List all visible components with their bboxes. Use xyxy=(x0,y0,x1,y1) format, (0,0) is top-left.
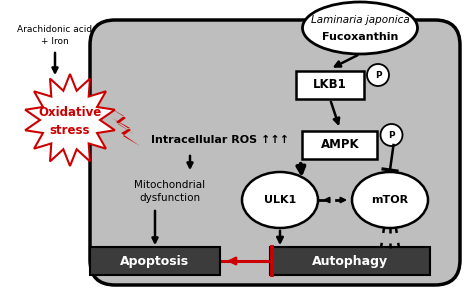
Polygon shape xyxy=(112,118,140,146)
Text: mTOR: mTOR xyxy=(372,195,409,205)
Text: dysfunction: dysfunction xyxy=(139,193,201,203)
Ellipse shape xyxy=(242,172,318,228)
Text: P: P xyxy=(388,130,395,140)
Polygon shape xyxy=(107,106,135,135)
Text: Arachidonic acid: Arachidonic acid xyxy=(18,26,92,34)
Text: P: P xyxy=(374,70,381,80)
Text: + Iron: + Iron xyxy=(41,37,69,47)
Circle shape xyxy=(367,64,389,86)
FancyBboxPatch shape xyxy=(90,247,220,275)
Text: LKB1: LKB1 xyxy=(313,78,347,91)
FancyBboxPatch shape xyxy=(90,20,460,285)
Text: Autophagy: Autophagy xyxy=(312,255,388,268)
Text: Mitochondrial: Mitochondrial xyxy=(135,180,206,190)
Text: stress: stress xyxy=(50,124,90,137)
FancyBboxPatch shape xyxy=(302,131,377,159)
Ellipse shape xyxy=(302,2,418,54)
FancyBboxPatch shape xyxy=(270,247,430,275)
Circle shape xyxy=(381,124,402,146)
Text: Oxidative: Oxidative xyxy=(38,105,101,119)
Text: Fucoxanthin: Fucoxanthin xyxy=(322,32,398,42)
Text: Intracellular ROS ↑↑↑: Intracellular ROS ↑↑↑ xyxy=(151,135,289,145)
Text: Apoptosis: Apoptosis xyxy=(120,255,190,268)
Text: ULK1: ULK1 xyxy=(264,195,296,205)
Text: AMPK: AMPK xyxy=(321,138,359,151)
FancyBboxPatch shape xyxy=(296,71,364,99)
Text: Laminaria japonica: Laminaria japonica xyxy=(310,15,410,25)
Ellipse shape xyxy=(352,172,428,228)
Polygon shape xyxy=(25,74,115,166)
